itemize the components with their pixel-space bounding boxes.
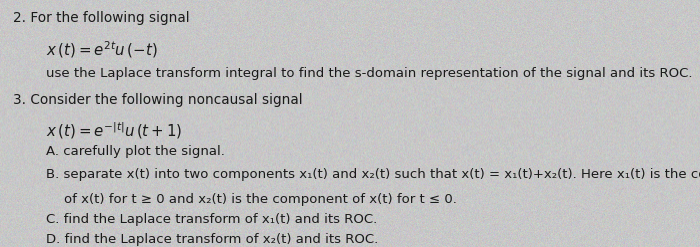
Text: 2. For the following signal: 2. For the following signal bbox=[13, 11, 189, 25]
Text: C. find the Laplace transform of x₁(t) and its ROC.: C. find the Laplace transform of x₁(t) a… bbox=[46, 213, 377, 226]
Text: 3. Consider the following noncausal signal: 3. Consider the following noncausal sign… bbox=[13, 93, 302, 107]
Text: D. find the Laplace transform of x₂(t) and its ROC.: D. find the Laplace transform of x₂(t) a… bbox=[46, 233, 378, 246]
Text: B. separate x(t) into two components x₁(t) and x₂(t) such that x(t) = x₁(t)+x₂(t: B. separate x(t) into two components x₁(… bbox=[46, 168, 700, 182]
Text: use the Laplace transform integral to find the s-domain representation of the si: use the Laplace transform integral to fi… bbox=[46, 67, 692, 80]
Text: A. carefully plot the signal.: A. carefully plot the signal. bbox=[46, 145, 225, 158]
Text: $x\,(t) = e_{\,}^{-|t|}u\,(t+1)$: $x\,(t) = e_{\,}^{-|t|}u\,(t+1)$ bbox=[46, 121, 182, 140]
Text: of x(t) for t ≥ 0 and x₂(t) is the component of x(t) for t ≤ 0.: of x(t) for t ≥ 0 and x₂(t) is the compo… bbox=[64, 193, 457, 206]
Text: $x\,(t) = e^{2t}u\,(-t)$: $x\,(t) = e^{2t}u\,(-t)$ bbox=[46, 40, 158, 60]
